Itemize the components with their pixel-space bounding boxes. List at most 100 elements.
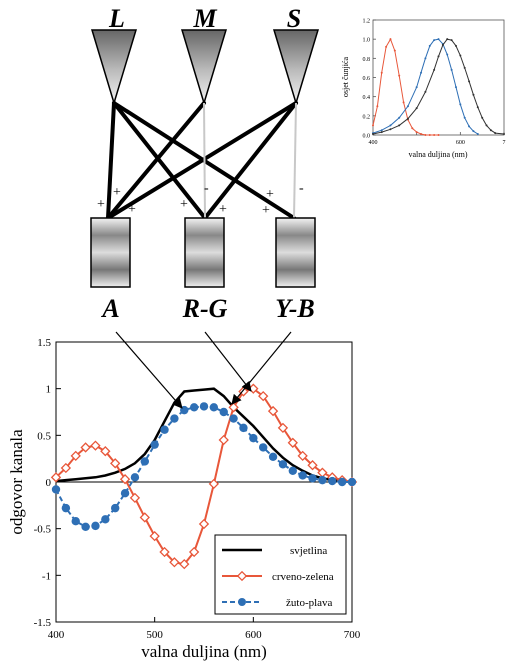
sign-plus: + bbox=[262, 203, 270, 218]
inset-point-1 bbox=[433, 134, 435, 136]
sign-minus: - bbox=[299, 181, 304, 196]
inset-point-3 bbox=[472, 94, 474, 96]
channel-label-rg: R-G bbox=[182, 294, 228, 323]
inset-point-2 bbox=[429, 45, 431, 47]
inset-point-2 bbox=[446, 54, 448, 56]
inset-point-2 bbox=[381, 129, 383, 131]
legend: svjetlina crveno-zelena žuto-plava bbox=[215, 535, 346, 614]
channel-rg-box bbox=[185, 218, 224, 287]
inset-point-3 bbox=[481, 117, 483, 119]
cone-label-l: L bbox=[108, 4, 125, 33]
inset-xlabel: valna duljina (nm) bbox=[408, 150, 467, 159]
wiring-diagram: L M S + + + + - + + + - bbox=[91, 4, 318, 323]
inset-point-3 bbox=[389, 128, 391, 130]
main-xlabel: valna duljina (nm) bbox=[141, 642, 267, 661]
legend-label-zuto-plava: žuto-plava bbox=[286, 597, 333, 609]
point-zuto-plava bbox=[150, 440, 158, 448]
inset-point-1 bbox=[398, 75, 400, 77]
point-zuto-plava bbox=[328, 477, 336, 485]
y-tick-label: 1 bbox=[46, 384, 52, 396]
point-zuto-plava bbox=[200, 402, 208, 410]
inset-point-3 bbox=[398, 124, 400, 126]
main-chart: -1.5-1-0.500.511.5400 500 600 700 odgovor k… bbox=[7, 337, 361, 661]
main-ylabel: odgovor kanala bbox=[7, 429, 26, 535]
sign-plus: + bbox=[266, 187, 274, 202]
cone-l-triangle bbox=[92, 30, 136, 103]
sign-plus: + bbox=[113, 185, 121, 200]
inset-point-2 bbox=[455, 86, 457, 88]
inset-point-1 bbox=[438, 134, 440, 136]
cone-label-s: S bbox=[287, 4, 301, 33]
point-zuto-plava bbox=[160, 426, 168, 434]
y-tick-label: 0 bbox=[46, 477, 52, 489]
inset-point-1 bbox=[394, 50, 396, 52]
point-zuto-plava bbox=[289, 467, 297, 475]
point-zuto-plava bbox=[298, 471, 306, 479]
inset-point-2 bbox=[407, 105, 409, 107]
point-zuto-plava bbox=[269, 453, 277, 461]
inset-point-2 bbox=[398, 117, 400, 119]
x-tick-label: 700 bbox=[344, 629, 361, 641]
inset-x-tick-label: 600 bbox=[456, 140, 465, 146]
channel-yb-box bbox=[276, 218, 315, 287]
inset-point-2 bbox=[424, 57, 426, 59]
inset-point-3 bbox=[490, 129, 492, 131]
point-zuto-plava bbox=[170, 414, 178, 422]
inset-point-3 bbox=[446, 38, 448, 40]
point-zuto-plava bbox=[91, 522, 99, 530]
point-zuto-plava bbox=[111, 504, 119, 512]
inset-point-3 bbox=[464, 67, 466, 69]
inset-point-3 bbox=[494, 132, 496, 134]
inset-point-1 bbox=[381, 72, 383, 74]
sign-minus: - bbox=[204, 181, 209, 196]
point-zuto-plava bbox=[318, 476, 326, 484]
y-tick-label: 0.5 bbox=[37, 430, 51, 442]
inset-point-3 bbox=[451, 39, 453, 41]
channel-label-a: A bbox=[100, 294, 119, 323]
point-zuto-plava bbox=[121, 489, 129, 497]
inset-x-tick-label: 400 bbox=[369, 140, 378, 146]
legend-label-crveno-zelena: crveno-zelena bbox=[272, 571, 334, 583]
inset-point-1 bbox=[385, 46, 387, 48]
inset-point-2 bbox=[389, 124, 391, 126]
inset-point-3 bbox=[477, 106, 479, 108]
inset-chart: 0.0 0.2 0.4 0.6 0.8 1.0 1.2 400 600 7 osjet čunji… bbox=[341, 19, 506, 160]
point-zuto-plava bbox=[190, 403, 198, 411]
inset-y-tick-label: 0.8 bbox=[363, 57, 371, 63]
inset-ylabel: osjet čunjića bbox=[341, 56, 350, 97]
inset-point-2 bbox=[433, 39, 435, 41]
y-tick-label: -1.5 bbox=[34, 617, 52, 629]
point-zuto-plava bbox=[338, 478, 346, 486]
inset-x-tick-label: 7 bbox=[503, 140, 506, 146]
inset-y-tick-label: 0.0 bbox=[363, 134, 371, 140]
point-zuto-plava bbox=[220, 408, 228, 416]
inset-y-tick-label: 1.0 bbox=[363, 38, 371, 44]
inset-point-2 bbox=[416, 86, 418, 88]
inset-point-2 bbox=[477, 133, 479, 135]
inset-y-tick-label: 0.2 bbox=[363, 114, 371, 120]
inset-point-3 bbox=[407, 118, 409, 120]
inset-point-3 bbox=[468, 80, 470, 82]
x-tick-label: 500 bbox=[146, 629, 163, 641]
point-zuto-plava bbox=[229, 414, 237, 422]
inset-point-3 bbox=[455, 45, 457, 47]
cone-label-m: M bbox=[192, 4, 217, 33]
inset-point-2 bbox=[438, 38, 440, 40]
inset-point-3 bbox=[416, 107, 418, 109]
inset-point-3 bbox=[486, 124, 488, 126]
y-tick-label: -1 bbox=[42, 570, 51, 582]
inset-point-1 bbox=[420, 133, 422, 135]
inset-point-3 bbox=[372, 133, 374, 135]
inset-point-3 bbox=[381, 131, 383, 133]
inset-point-1 bbox=[389, 38, 391, 40]
point-zuto-plava bbox=[279, 460, 287, 468]
point-zuto-plava bbox=[141, 457, 149, 465]
point-zuto-plava bbox=[210, 403, 218, 411]
cone-m-triangle bbox=[182, 30, 226, 103]
point-zuto-plava bbox=[52, 485, 60, 493]
inset-point-2 bbox=[451, 69, 453, 71]
inset-point-2 bbox=[464, 117, 466, 119]
x-tick-label: 400 bbox=[48, 629, 65, 641]
inset-point-2 bbox=[468, 125, 470, 127]
